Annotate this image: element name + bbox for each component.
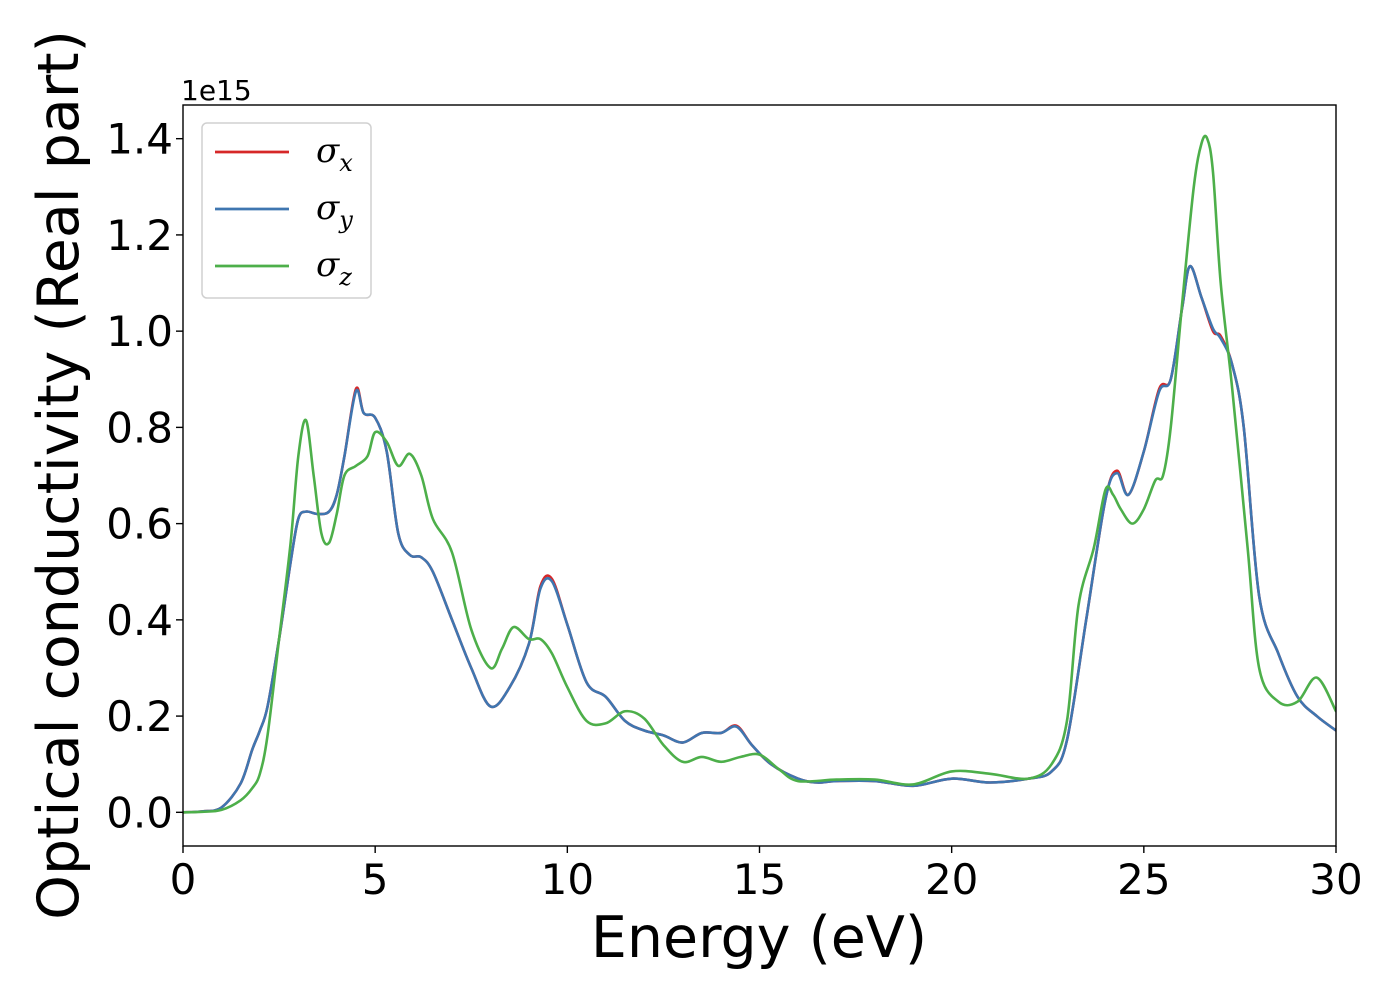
y-tick-label: 0.2	[106, 692, 173, 741]
x-tick-label: 25	[1117, 855, 1170, 904]
y-offset-label: 1e15	[181, 74, 252, 107]
x-axis-title: Energy (eV)	[591, 905, 927, 971]
y-axis-ticks: 0.0 0.2 0.4 0.6 0.8 1.0 1.2 1.4	[106, 115, 183, 837]
y-tick-label: 0.6	[106, 500, 173, 549]
series-layer	[183, 134, 1336, 814]
y-tick-label: 0.8	[106, 403, 173, 452]
series-line-z	[183, 134, 1336, 814]
x-tick-label: 15	[733, 855, 786, 904]
y-axis-title: Optical conductivity (Real part)	[26, 30, 92, 920]
x-tick-label: 5	[362, 855, 389, 904]
y-tick-label: 0.0	[106, 788, 173, 837]
legend-label-y: σy	[316, 188, 353, 234]
y-tick-label: 1.0	[106, 307, 173, 356]
x-axis-ticks: 0 5 10 15 20 25 30	[170, 846, 1363, 904]
y-tick-label: 0.4	[106, 596, 173, 645]
x-tick-label: 0	[170, 855, 197, 904]
x-tick-label: 10	[541, 855, 594, 904]
legend-frame	[201, 122, 372, 299]
plot-area	[183, 105, 1336, 846]
x-tick-label: 30	[1309, 855, 1362, 904]
x-tick-label: 20	[925, 855, 978, 904]
y-tick-label: 1.2	[106, 211, 173, 260]
y-tick-label: 1.4	[106, 115, 173, 164]
